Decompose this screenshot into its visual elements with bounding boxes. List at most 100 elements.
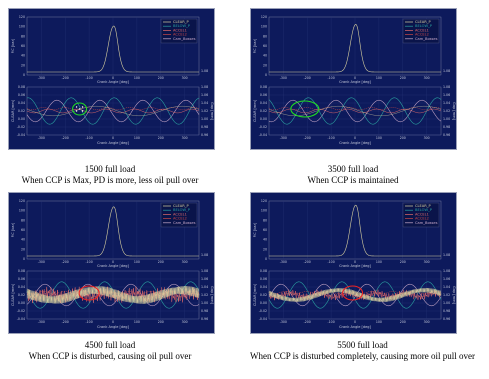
bottom-x-label: Crank Angle [deg] bbox=[97, 141, 129, 145]
legend-label: Cam_Bosses bbox=[415, 37, 438, 41]
cylinder-pressure-line bbox=[269, 204, 441, 257]
bottom-y-tick: -0.02 bbox=[17, 309, 25, 313]
bottom-x-tick: 300 bbox=[424, 320, 430, 324]
chart-svg: -300-300-200-200-100-1000010010020020030… bbox=[11, 199, 214, 329]
right-y-tick: 1.08 bbox=[443, 85, 450, 89]
legend-label: BELOW_P bbox=[173, 208, 191, 212]
top-x-tick: 300 bbox=[182, 76, 188, 80]
right-y-tick: 1.04 bbox=[443, 101, 450, 105]
chart-panel-1500: -300 -300 -200 -200 -100 -100 0 0 100 100 200 200 30… bbox=[8, 8, 215, 150]
chart-panel-5500: -300 -300 -200 -200 -100 -100 0 0 100 100 200 200 30… bbox=[250, 192, 457, 334]
top-x-tick: 300 bbox=[424, 76, 430, 80]
top-y-label: P.C [bar] bbox=[11, 38, 15, 53]
bottom-x-tick: 100 bbox=[376, 320, 382, 324]
top-x-tick: 200 bbox=[400, 76, 406, 80]
right-y-tick-top: 1.08 bbox=[443, 69, 450, 73]
bottom-y-tick: -0.04 bbox=[259, 133, 267, 137]
top-x-tick: -300 bbox=[38, 260, 45, 264]
top-x-label: Crank Angle [deg] bbox=[339, 264, 371, 268]
top-y-tick: 60 bbox=[263, 228, 267, 232]
top-y-tick: 120 bbox=[19, 199, 25, 203]
bottom-y-tick: 0.08 bbox=[18, 269, 25, 273]
top-y-tick: 100 bbox=[19, 25, 25, 29]
bottom-x-label: Crank Angle [deg] bbox=[339, 325, 371, 329]
top-x-label: Crank Angle [deg] bbox=[97, 80, 129, 84]
top-y-tick: 40 bbox=[21, 238, 25, 242]
bottom-y-tick: 0.06 bbox=[260, 93, 267, 97]
right-y-tick: 0.98 bbox=[443, 125, 450, 129]
bottom-y-tick: -0.02 bbox=[259, 309, 267, 313]
legend-label: BELOW_P bbox=[415, 208, 433, 212]
legend-label: ACCEL1 bbox=[173, 212, 187, 216]
bottom-y-tick: 0.04 bbox=[18, 101, 25, 105]
right-y-tick-top: 1.08 bbox=[443, 253, 450, 257]
top-x-tick: 0 bbox=[354, 76, 356, 80]
bottom-x-tick: -200 bbox=[62, 320, 69, 324]
bottom-y-tick: 0.08 bbox=[260, 269, 267, 273]
legend-label: ACCEL1 bbox=[415, 212, 429, 216]
legend-label: ACCEL1 bbox=[415, 28, 429, 32]
bottom-x-tick: -300 bbox=[38, 320, 45, 324]
right-y-label: Gap [mm] bbox=[452, 102, 456, 120]
legend-label: CLEAR_P bbox=[415, 20, 432, 24]
caption-title-5500: 5500 full load bbox=[337, 340, 388, 350]
bottom-x-tick: 0 bbox=[354, 136, 356, 140]
top-x-label: Crank Angle [deg] bbox=[97, 264, 129, 268]
top-x-tick: 300 bbox=[424, 260, 430, 264]
top-y-label: P.C [bar] bbox=[253, 222, 257, 237]
bottom-y-label: CLEAR [mm] bbox=[11, 283, 15, 306]
top-x-tick: 300 bbox=[182, 260, 188, 264]
legend-label: ACCEL2 bbox=[415, 217, 429, 221]
legend-label: CLEAR_P bbox=[173, 204, 190, 208]
bottom-y-tick: 0.02 bbox=[18, 109, 25, 113]
right-y-label: Gap [mm] bbox=[452, 286, 456, 304]
bottom-x-tick: 0 bbox=[112, 320, 114, 324]
right-y-tick: 1.00 bbox=[443, 117, 450, 121]
right-y-tick: 1.02 bbox=[443, 293, 450, 297]
chart-panel-4500: -300 -300 -200 -200 -100 -100 0 0 100 100 200 200 30… bbox=[8, 192, 215, 334]
bottom-y-tick: 0.04 bbox=[18, 285, 25, 289]
top-y-tick: 80 bbox=[263, 34, 267, 38]
bottom-x-tick: 200 bbox=[400, 320, 406, 324]
bottom-y-tick: 0.08 bbox=[18, 85, 25, 89]
top-x-tick: -300 bbox=[280, 76, 287, 80]
chart-svg: -300-300-200-200-100-1000010010020020030… bbox=[11, 15, 214, 145]
bottom-x-tick: 200 bbox=[158, 136, 164, 140]
right-y-tick-top: 1.08 bbox=[201, 253, 208, 257]
bottom-y-tick: 0.00 bbox=[18, 117, 25, 121]
top-x-tick: -100 bbox=[85, 76, 92, 80]
top-y-tick: 0 bbox=[23, 257, 25, 261]
top-x-tick: -200 bbox=[62, 76, 69, 80]
top-x-tick: 200 bbox=[158, 260, 164, 264]
bottom-x-tick: -100 bbox=[85, 136, 92, 140]
bottom-x-tick: -100 bbox=[327, 320, 334, 324]
bottom-x-label: Crank Angle [deg] bbox=[97, 325, 129, 329]
highlight-ellipse bbox=[290, 100, 320, 118]
highlight-ellipse bbox=[72, 102, 88, 116]
right-y-tick: 1.02 bbox=[201, 293, 208, 297]
bottom-x-tick: 0 bbox=[354, 320, 356, 324]
top-x-tick: 100 bbox=[376, 76, 382, 80]
bottom-y-tick: 0.06 bbox=[18, 93, 25, 97]
bottom-y-tick: 0.06 bbox=[18, 277, 25, 281]
caption-note-5500: When CCP is disturbed completely, causin… bbox=[249, 351, 476, 361]
chart-svg: -300-300-200-200-100-1000010010020020030… bbox=[253, 199, 456, 329]
right-y-tick: 0.98 bbox=[201, 309, 208, 313]
right-y-tick: 1.06 bbox=[201, 93, 208, 97]
bottom-x-tick: 100 bbox=[376, 136, 382, 140]
top-y-tick: 60 bbox=[21, 228, 25, 232]
caption-title-4500: 4500 full load bbox=[84, 340, 136, 350]
bottom-x-tick: -200 bbox=[62, 136, 69, 140]
right-y-tick: 1.02 bbox=[443, 109, 450, 113]
highlight-marker bbox=[81, 106, 84, 108]
top-x-tick: -100 bbox=[85, 260, 92, 264]
bottom-x-tick: 300 bbox=[182, 136, 188, 140]
bottom-x-tick: -100 bbox=[85, 320, 92, 324]
bottom-y-tick: 0.02 bbox=[260, 109, 267, 113]
highlight-marker bbox=[78, 108, 81, 110]
top-x-label: Crank Angle [deg] bbox=[339, 80, 371, 84]
top-y-tick: 80 bbox=[263, 218, 267, 222]
right-y-tick: 1.04 bbox=[443, 285, 450, 289]
caption-1500: 1500 full load When CCP is Max, PD is mo… bbox=[0, 164, 230, 186]
